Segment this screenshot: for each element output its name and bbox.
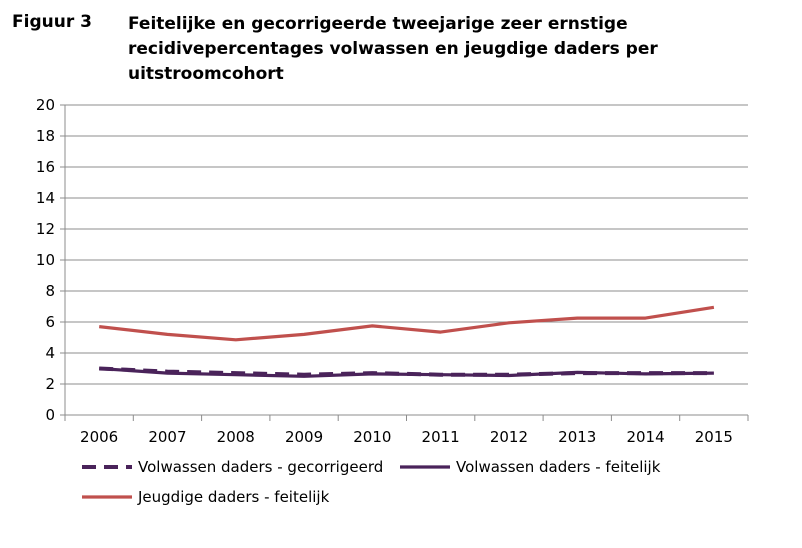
legend-label: Volwassen daders - gecorrigeerd xyxy=(138,458,383,476)
y-tick-label: 10 xyxy=(36,251,55,269)
y-tick-label: 8 xyxy=(45,282,55,300)
x-tick-label: 2015 xyxy=(695,428,733,446)
x-tick-label: 2009 xyxy=(285,428,323,446)
y-tick-label: 0 xyxy=(45,406,55,424)
x-tick-label: 2013 xyxy=(558,428,596,446)
legend-label: Volwassen daders - feitelijk xyxy=(456,458,661,476)
x-tick-label: 2014 xyxy=(626,428,664,446)
x-tick-label: 2006 xyxy=(80,428,118,446)
series-line xyxy=(99,305,715,342)
series-lines xyxy=(99,305,715,378)
y-tick-label: 16 xyxy=(36,158,55,176)
y-tick-label: 2 xyxy=(45,375,55,393)
gridlines xyxy=(65,104,748,385)
y-tick-label: 12 xyxy=(36,220,55,238)
y-tick-label: 18 xyxy=(36,127,55,145)
x-tick-label: 2008 xyxy=(217,428,255,446)
legend: Volwassen daders - gecorrigeerd Volwassen… xyxy=(82,458,661,506)
x-tick-label: 2007 xyxy=(148,428,186,446)
y-tick-label: 4 xyxy=(45,344,55,362)
axes xyxy=(60,104,749,421)
y-tick-labels: 0 2 4 6 8 10 12 14 16 18 20 xyxy=(36,96,55,424)
y-tick-label: 20 xyxy=(36,96,55,114)
y-tick-label: 6 xyxy=(45,313,55,331)
figure-label: Figuur 3 xyxy=(12,12,92,32)
figure-title: Feitelijke en gecorrigeerde tweejarige z… xyxy=(128,14,658,84)
x-tick-label: 2012 xyxy=(490,428,528,446)
series-line xyxy=(99,366,714,377)
x-tick-label: 2011 xyxy=(422,428,460,446)
y-tick-label: 14 xyxy=(36,189,55,207)
x-tick-label: 2010 xyxy=(353,428,391,446)
x-tick-labels: 2006 2007 2008 2009 2010 2011 2012 2013 2014 2015 xyxy=(80,428,733,446)
legend-label: Jeugdige daders - feitelijk xyxy=(137,488,330,506)
